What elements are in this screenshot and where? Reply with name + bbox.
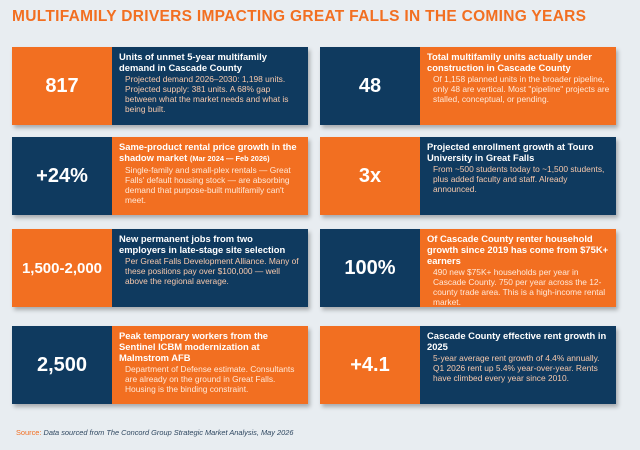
stat-value: 1,500-2,000: [12, 229, 112, 307]
stat-body: From ~500 students today to ~1,500 stude…: [433, 164, 605, 194]
source-text: Data sourced from The Concord Group Stra…: [43, 428, 294, 437]
page-title: MULTIFAMILY DRIVERS IMPACTING GREAT FALL…: [12, 8, 587, 25]
source-label: Source:: [16, 428, 42, 437]
stat-card-under-construction: 48 Total multifamily units actually unde…: [320, 47, 616, 125]
stat-body: Of 1,158 planned units in the broader pi…: [433, 74, 610, 104]
stat-body: Per Great Falls Development Alliance. Ma…: [125, 256, 299, 286]
stat-card-temporary-workers: 2,500 Peak temporary workers from the Se…: [12, 326, 308, 404]
stat-heading: New permanent jobs from two employers in…: [119, 233, 286, 255]
stat-text: Cascade County effective rent growth in …: [420, 326, 616, 404]
stat-body: 490 new $75K+ households per year in Cas…: [433, 267, 606, 307]
stat-heading: Total multifamily units actually under c…: [427, 51, 592, 73]
stat-text: Total multifamily units actually under c…: [420, 47, 616, 125]
stat-heading: Of Cascade County renter household growt…: [427, 233, 609, 266]
stat-text: New permanent jobs from two employers in…: [112, 229, 308, 307]
stat-value: +24%: [12, 137, 112, 215]
source-note: Source: Data sourced from The Concord Gr…: [16, 428, 293, 437]
stat-card-renter-growth: 100% Of Cascade County renter household …: [320, 229, 616, 307]
stat-text: Projected enrollment growth at Touro Uni…: [420, 137, 616, 215]
stat-body: Department of Defense estimate. Consulta…: [125, 364, 295, 394]
stat-body: Projected demand 2026–2030: 1,198 units.…: [125, 74, 289, 114]
stat-heading: Cascade County effective rent growth in …: [427, 330, 607, 352]
stat-heading-main: Same-product rental price growth in the …: [119, 141, 297, 163]
stat-heading: Peak temporary workers from the Sentinel…: [119, 330, 269, 363]
stat-heading-date-range: (Mar 2024 — Feb 2026): [189, 154, 270, 163]
stat-value: +4.1: [320, 326, 420, 404]
stat-value: 100%: [320, 229, 420, 307]
stat-card-permanent-jobs: 1,500-2,000 New permanent jobs from two …: [12, 229, 308, 307]
stat-card-rental-price-growth: +24% Same-product rental price growth in…: [12, 137, 308, 215]
stat-value: 48: [320, 47, 420, 125]
stat-card-unmet-demand: 817 Units of unmet 5-year multifamily de…: [12, 47, 308, 125]
stat-body: 5-year average rent growth of 4.4% annua…: [433, 353, 600, 383]
stat-heading: Units of unmet 5-year multifamily demand…: [119, 51, 267, 73]
stat-card-effective-rent-growth: +4.1 Cascade County effective rent growt…: [320, 326, 616, 404]
stat-heading: Same-product rental price growth in the …: [119, 141, 302, 164]
stat-heading: Projected enrollment growth at Touro Uni…: [427, 141, 594, 163]
stat-text: Units of unmet 5-year multifamily demand…: [112, 47, 308, 125]
stat-card-enrollment-growth: 3x Projected enrollment growth at Touro …: [320, 137, 616, 215]
stat-text: Same-product rental price growth in the …: [112, 137, 308, 215]
stat-value: 3x: [320, 137, 420, 215]
stat-text: Peak temporary workers from the Sentinel…: [112, 326, 308, 404]
stat-body: Single-family and small-plex rentals — G…: [125, 165, 291, 205]
stat-value: 2,500: [12, 326, 112, 404]
stat-text: Of Cascade County renter household growt…: [420, 229, 616, 307]
stat-value: 817: [12, 47, 112, 125]
